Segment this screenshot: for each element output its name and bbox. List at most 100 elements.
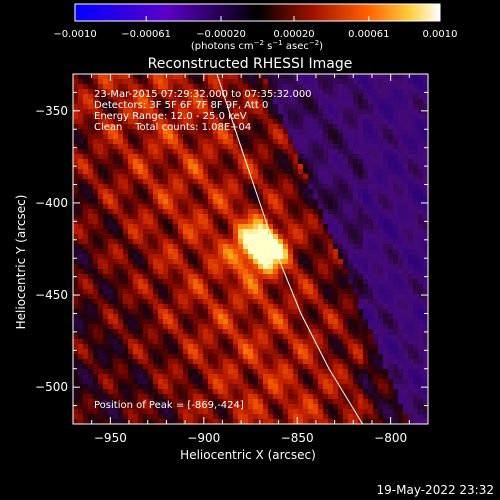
heatmap-cell	[93, 314, 98, 319]
heatmap-cell	[378, 114, 383, 119]
heatmap-cell	[88, 194, 93, 199]
heatmap-cell	[258, 419, 263, 424]
heatmap-cell	[263, 249, 268, 254]
heatmap-cell	[278, 359, 283, 364]
heatmap-cell	[83, 309, 88, 314]
heatmap-cell	[163, 389, 168, 394]
heatmap-cell	[413, 189, 418, 194]
heatmap-cell	[358, 359, 363, 364]
heatmap-cell	[328, 179, 333, 184]
heatmap-cell	[403, 259, 408, 264]
heatmap-cell	[333, 114, 338, 119]
heatmap-cell	[143, 369, 148, 374]
heatmap-cell	[388, 224, 393, 229]
heatmap-cell	[118, 279, 123, 284]
heatmap-cell	[178, 309, 183, 314]
heatmap-cell	[283, 414, 288, 419]
heatmap-cell	[278, 209, 283, 214]
heatmap-cell	[378, 194, 383, 199]
heatmap-cell	[263, 104, 268, 109]
heatmap-cell	[393, 144, 398, 149]
heatmap-cell	[253, 149, 258, 154]
heatmap-cell	[98, 109, 103, 114]
heatmap-cell	[413, 369, 418, 374]
heatmap-cell	[188, 264, 193, 269]
heatmap-cell	[418, 404, 423, 409]
heatmap-cell	[413, 229, 418, 234]
heatmap-cell	[228, 229, 233, 234]
heatmap-cell	[393, 114, 398, 119]
heatmap-cell	[163, 319, 168, 324]
heatmap-cell	[188, 379, 193, 384]
heatmap-cell	[253, 139, 258, 144]
heatmap-cell	[288, 179, 293, 184]
heatmap-cell	[368, 224, 373, 229]
heatmap-cell	[333, 104, 338, 109]
heatmap-cell	[83, 419, 88, 424]
heatmap-cell	[243, 179, 248, 184]
heatmap-cell	[323, 369, 328, 374]
heatmap-cell	[358, 344, 363, 349]
heatmap-cell	[78, 354, 83, 359]
heatmap-cell	[278, 369, 283, 374]
heatmap-cell	[168, 324, 173, 329]
heatmap-cell	[318, 94, 323, 99]
heatmap-cell	[418, 284, 423, 289]
heatmap-cell	[363, 419, 368, 424]
heatmap-cell	[223, 134, 228, 139]
heatmap-cell	[103, 124, 108, 129]
heatmap-cell	[73, 249, 78, 254]
heatmap-cell	[218, 394, 223, 399]
heatmap-cell	[253, 199, 258, 204]
heatmap-cell	[318, 189, 323, 194]
heatmap-cell	[268, 324, 273, 329]
heatmap-cell	[323, 94, 328, 99]
heatmap-cell	[283, 224, 288, 229]
heatmap-cell	[88, 144, 93, 149]
heatmap-cell	[218, 379, 223, 384]
heatmap-cell	[143, 304, 148, 309]
heatmap-cell	[188, 99, 193, 104]
heatmap-cell	[188, 224, 193, 229]
heatmap-cell	[188, 164, 193, 169]
heatmap-cell	[398, 109, 403, 114]
heatmap-cell	[398, 229, 403, 234]
heatmap-cell	[328, 404, 333, 409]
heatmap-cell	[188, 159, 193, 164]
heatmap-cell	[173, 194, 178, 199]
heatmap-cell	[128, 294, 133, 299]
heatmap-cell	[253, 259, 258, 264]
heatmap-cell	[143, 229, 148, 234]
heatmap-cell	[268, 139, 273, 144]
heatmap-cell	[173, 294, 178, 299]
heatmap-cell	[373, 419, 378, 424]
heatmap-cell	[273, 384, 278, 389]
heatmap-cell	[403, 139, 408, 144]
heatmap-cell	[183, 169, 188, 174]
heatmap-cell	[418, 329, 423, 334]
heatmap-cell	[128, 254, 133, 259]
heatmap-cell	[108, 389, 113, 394]
heatmap-cell	[338, 94, 343, 99]
heatmap-cell	[313, 269, 318, 274]
heatmap-cell	[183, 209, 188, 214]
heatmap-cell	[213, 214, 218, 219]
heatmap-cell	[168, 334, 173, 339]
heatmap-cell	[373, 164, 378, 169]
heatmap-cell	[303, 274, 308, 279]
heatmap-cell	[313, 104, 318, 109]
heatmap-cell	[263, 179, 268, 184]
heatmap-cell	[293, 234, 298, 239]
heatmap-cell	[243, 99, 248, 104]
heatmap-cell	[233, 409, 238, 414]
heatmap-cell	[363, 204, 368, 209]
heatmap-cell	[338, 234, 343, 239]
heatmap-cell	[198, 339, 203, 344]
heatmap-cell	[288, 274, 293, 279]
heatmap-cell	[408, 139, 413, 144]
heatmap-cell	[373, 354, 378, 359]
heatmap-cell	[233, 234, 238, 239]
heatmap-cell	[88, 204, 93, 209]
heatmap-cell	[163, 339, 168, 344]
heatmap-cell	[78, 249, 83, 254]
